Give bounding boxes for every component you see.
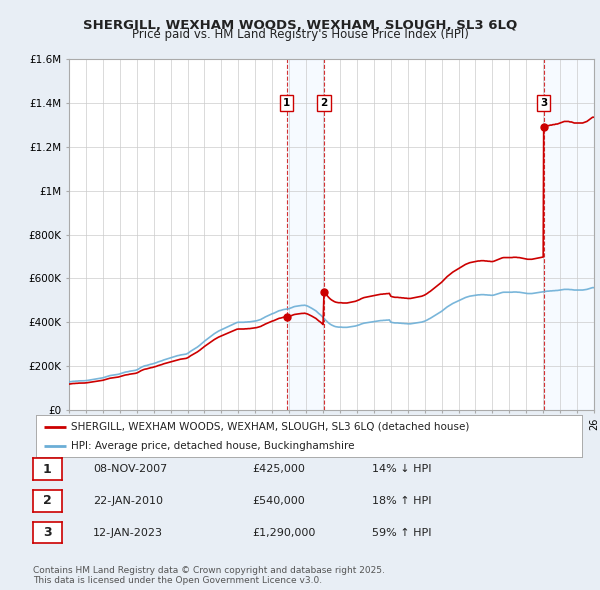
Text: 2: 2 xyxy=(43,494,52,507)
Text: Contains HM Land Registry data © Crown copyright and database right 2025.
This d: Contains HM Land Registry data © Crown c… xyxy=(33,566,385,585)
Text: 3: 3 xyxy=(43,526,52,539)
Text: 12-JAN-2023: 12-JAN-2023 xyxy=(93,528,163,537)
Bar xyxy=(544,59,594,410)
Text: 59% ↑ HPI: 59% ↑ HPI xyxy=(372,528,431,537)
Text: 22-JAN-2010: 22-JAN-2010 xyxy=(93,496,163,506)
Text: 14% ↓ HPI: 14% ↓ HPI xyxy=(372,464,431,474)
Text: £1,290,000: £1,290,000 xyxy=(252,528,316,537)
Text: 08-NOV-2007: 08-NOV-2007 xyxy=(93,464,167,474)
Text: £425,000: £425,000 xyxy=(252,464,305,474)
Bar xyxy=(287,59,324,410)
Text: £540,000: £540,000 xyxy=(252,496,305,506)
Text: 3: 3 xyxy=(540,98,547,108)
Text: 18% ↑ HPI: 18% ↑ HPI xyxy=(372,496,431,506)
Text: 1: 1 xyxy=(43,463,52,476)
Text: 1: 1 xyxy=(283,98,290,108)
Text: HPI: Average price, detached house, Buckinghamshire: HPI: Average price, detached house, Buck… xyxy=(71,441,355,451)
Text: SHERGILL, WEXHAM WOODS, WEXHAM, SLOUGH, SL3 6LQ: SHERGILL, WEXHAM WOODS, WEXHAM, SLOUGH, … xyxy=(83,19,517,32)
Text: SHERGILL, WEXHAM WOODS, WEXHAM, SLOUGH, SL3 6LQ (detached house): SHERGILL, WEXHAM WOODS, WEXHAM, SLOUGH, … xyxy=(71,422,470,432)
Text: 2: 2 xyxy=(320,98,328,108)
Text: Price paid vs. HM Land Registry's House Price Index (HPI): Price paid vs. HM Land Registry's House … xyxy=(131,28,469,41)
